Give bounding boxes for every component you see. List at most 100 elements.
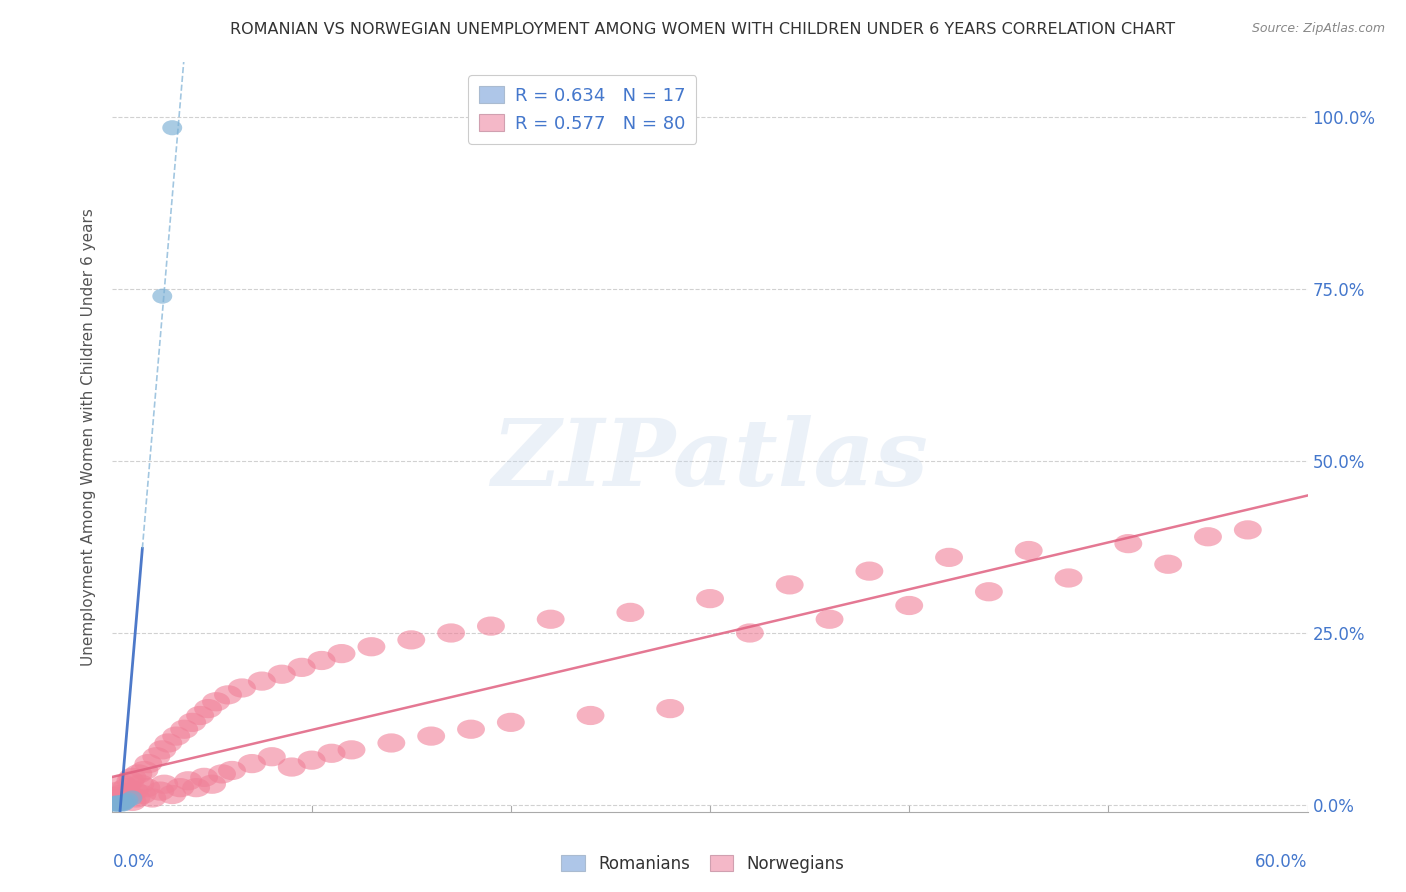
- Ellipse shape: [278, 757, 305, 777]
- Ellipse shape: [855, 561, 883, 581]
- Ellipse shape: [170, 720, 198, 739]
- Ellipse shape: [288, 657, 316, 677]
- Ellipse shape: [149, 740, 176, 759]
- Ellipse shape: [457, 720, 485, 739]
- Ellipse shape: [112, 778, 141, 797]
- Ellipse shape: [128, 785, 156, 805]
- Legend: R = 0.634   N = 17, R = 0.577   N = 80: R = 0.634 N = 17, R = 0.577 N = 80: [468, 75, 696, 144]
- Ellipse shape: [159, 785, 186, 805]
- Ellipse shape: [146, 781, 174, 801]
- Ellipse shape: [1015, 541, 1043, 560]
- Ellipse shape: [112, 795, 132, 810]
- Ellipse shape: [398, 631, 425, 649]
- Ellipse shape: [696, 589, 724, 608]
- Ellipse shape: [107, 797, 127, 812]
- Ellipse shape: [257, 747, 285, 766]
- Ellipse shape: [935, 548, 963, 567]
- Ellipse shape: [1054, 568, 1083, 588]
- Ellipse shape: [1194, 527, 1222, 547]
- Ellipse shape: [117, 772, 145, 790]
- Text: 60.0%: 60.0%: [1256, 853, 1308, 871]
- Ellipse shape: [122, 790, 142, 805]
- Ellipse shape: [616, 603, 644, 622]
- Ellipse shape: [776, 575, 804, 594]
- Ellipse shape: [118, 792, 146, 811]
- Ellipse shape: [166, 778, 194, 797]
- Ellipse shape: [132, 778, 160, 797]
- Ellipse shape: [202, 692, 231, 711]
- Ellipse shape: [1115, 534, 1142, 553]
- Ellipse shape: [815, 609, 844, 629]
- Ellipse shape: [174, 772, 202, 790]
- Ellipse shape: [162, 726, 190, 746]
- Ellipse shape: [112, 797, 132, 812]
- Ellipse shape: [107, 796, 127, 810]
- Ellipse shape: [104, 796, 125, 811]
- Ellipse shape: [328, 644, 356, 664]
- Ellipse shape: [537, 609, 565, 629]
- Ellipse shape: [111, 796, 131, 811]
- Ellipse shape: [186, 706, 214, 725]
- Ellipse shape: [437, 624, 465, 642]
- Ellipse shape: [308, 651, 336, 670]
- Ellipse shape: [111, 789, 138, 807]
- Ellipse shape: [576, 706, 605, 725]
- Ellipse shape: [183, 778, 209, 797]
- Ellipse shape: [108, 796, 128, 811]
- Ellipse shape: [114, 796, 135, 811]
- Ellipse shape: [108, 774, 136, 794]
- Ellipse shape: [125, 764, 152, 783]
- Ellipse shape: [135, 754, 162, 773]
- Ellipse shape: [122, 789, 150, 807]
- Ellipse shape: [247, 672, 276, 690]
- Ellipse shape: [496, 713, 524, 732]
- Ellipse shape: [198, 774, 226, 794]
- Ellipse shape: [179, 713, 207, 732]
- Ellipse shape: [735, 624, 763, 642]
- Ellipse shape: [218, 761, 246, 780]
- Ellipse shape: [208, 764, 236, 783]
- Ellipse shape: [104, 792, 132, 811]
- Ellipse shape: [118, 792, 138, 807]
- Ellipse shape: [1234, 520, 1261, 540]
- Ellipse shape: [418, 726, 446, 746]
- Ellipse shape: [377, 733, 405, 753]
- Ellipse shape: [131, 761, 159, 780]
- Ellipse shape: [112, 796, 132, 810]
- Ellipse shape: [104, 797, 125, 812]
- Ellipse shape: [318, 744, 346, 763]
- Ellipse shape: [269, 665, 295, 684]
- Ellipse shape: [111, 796, 131, 810]
- Ellipse shape: [108, 797, 128, 812]
- Ellipse shape: [118, 768, 146, 787]
- Y-axis label: Unemployment Among Women with Children Under 6 years: Unemployment Among Women with Children U…: [80, 208, 96, 666]
- Ellipse shape: [114, 785, 142, 805]
- Ellipse shape: [138, 789, 166, 807]
- Ellipse shape: [121, 781, 149, 801]
- Ellipse shape: [117, 794, 136, 809]
- Text: 0.0%: 0.0%: [112, 853, 155, 871]
- Ellipse shape: [107, 785, 135, 805]
- Ellipse shape: [103, 787, 131, 806]
- Ellipse shape: [101, 789, 128, 809]
- Ellipse shape: [150, 774, 179, 794]
- Text: ROMANIAN VS NORWEGIAN UNEMPLOYMENT AMONG WOMEN WITH CHILDREN UNDER 6 YEARS CORRE: ROMANIAN VS NORWEGIAN UNEMPLOYMENT AMONG…: [231, 22, 1175, 37]
- Ellipse shape: [657, 699, 685, 718]
- Ellipse shape: [298, 750, 326, 770]
- Ellipse shape: [152, 289, 173, 303]
- Ellipse shape: [238, 754, 266, 773]
- Ellipse shape: [142, 747, 170, 766]
- Ellipse shape: [127, 774, 155, 794]
- Ellipse shape: [337, 740, 366, 759]
- Text: Source: ZipAtlas.com: Source: ZipAtlas.com: [1251, 22, 1385, 36]
- Ellipse shape: [974, 582, 1002, 601]
- Ellipse shape: [228, 678, 256, 698]
- Ellipse shape: [896, 596, 924, 615]
- Ellipse shape: [194, 699, 222, 718]
- Ellipse shape: [1154, 555, 1182, 574]
- Ellipse shape: [477, 616, 505, 636]
- Text: ZIPatlas: ZIPatlas: [492, 415, 928, 505]
- Legend: Romanians, Norwegians: Romanians, Norwegians: [555, 848, 851, 880]
- Ellipse shape: [104, 781, 132, 801]
- Ellipse shape: [155, 733, 183, 753]
